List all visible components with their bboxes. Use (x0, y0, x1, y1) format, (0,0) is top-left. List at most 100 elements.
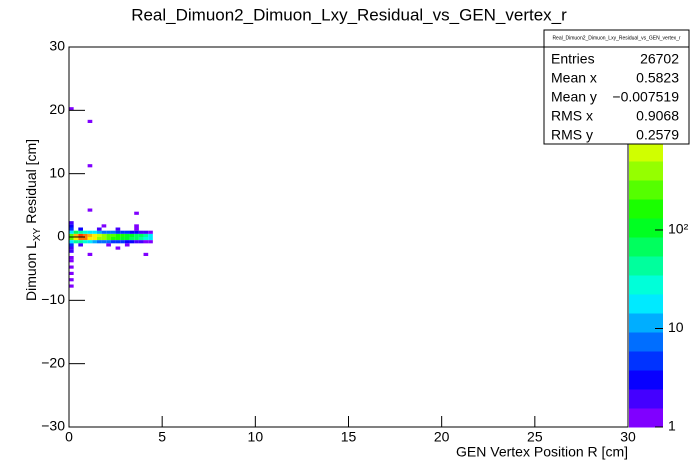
heatmap-cell (87, 208, 93, 212)
x-tick-label: 5 (158, 429, 166, 445)
heatmap-cell (124, 230, 130, 234)
x-tick-label: 30 (620, 429, 636, 445)
heatmap-cell (69, 278, 74, 282)
y-tick-label: −10 (41, 291, 65, 307)
heatmap-cell (73, 230, 79, 234)
heatmap-cell (69, 233, 74, 237)
heatmap-cell (110, 230, 116, 234)
heatmap-cell (143, 237, 149, 241)
heatmap-cell (101, 224, 107, 228)
y-axis-label: Dimuon LXY Residual [cm] (23, 139, 43, 301)
heatmap-cell (110, 240, 116, 244)
heatmap-cell (69, 259, 74, 263)
heatmap-cell (134, 230, 139, 234)
heatmap-cell (120, 237, 125, 241)
heatmap-cell (73, 233, 79, 237)
heatmap-cell (148, 230, 153, 234)
chart-title: Real_Dimuon2_Dimuon_Lxy_Residual_vs_GEN_… (131, 5, 567, 24)
heatmap-cell (82, 240, 88, 244)
heatmap-cell (115, 233, 121, 237)
heatmap-cell (148, 240, 153, 244)
x-tick-label: 15 (341, 429, 357, 445)
heatmap-cell (110, 233, 116, 237)
heatmap-cell (106, 237, 111, 241)
heatmap-cell (129, 230, 135, 234)
y-tick-label: −20 (41, 354, 65, 370)
heatmap-cell (92, 230, 97, 234)
heatmap-cell (106, 243, 111, 247)
heatmap-cell (101, 230, 107, 234)
stats-label: RMS x (551, 108, 593, 124)
stats-value: 0.9068 (636, 108, 679, 124)
heatmap-cell (115, 227, 121, 231)
heatmap-cell (134, 211, 139, 215)
heatmap-cell (69, 271, 74, 275)
heatmap-cell (73, 237, 79, 241)
heatmap-cell (115, 237, 121, 241)
heatmap-cell (101, 240, 107, 244)
colorbar-band (629, 370, 663, 390)
stats-label: Entries (551, 51, 595, 67)
heatmap-cell (106, 240, 111, 244)
stats-label: Mean y (551, 89, 597, 105)
heatmap-cell (92, 240, 97, 244)
heatmap-cell (106, 230, 111, 234)
heatmap-cell (120, 233, 125, 237)
y-label-rest: Residual [cm] (23, 139, 39, 224)
heatmap-cell (73, 240, 79, 244)
y-label-main: Dimuon L (23, 241, 39, 301)
heatmap-cell (69, 221, 74, 225)
stats-value: 26702 (640, 51, 679, 67)
heatmap-cell (110, 237, 116, 241)
heatmap-cell (78, 237, 83, 241)
y-tick-label: 0 (57, 228, 65, 244)
heatmap-cell (115, 240, 121, 244)
heatmap-cell (134, 237, 139, 241)
heatmap-cell (138, 237, 144, 241)
heatmap-cell (69, 240, 74, 244)
heatmap-cell (106, 233, 111, 237)
colorbar-band (629, 180, 663, 200)
x-tick-label: 25 (527, 429, 543, 445)
heatmap-cell (138, 233, 144, 237)
heatmap-cell (78, 240, 83, 244)
heatmap-cell (143, 240, 149, 244)
heatmap-cell (143, 233, 149, 237)
heatmap-cell (124, 243, 130, 247)
heatmap-cell (124, 240, 130, 244)
colorbar-band (629, 351, 663, 371)
heatmap-cell (69, 227, 74, 231)
heatmap-cell (129, 240, 135, 244)
y-label-sub: XY (32, 227, 43, 241)
heatmap-cell (96, 240, 102, 244)
x-tick-label: 10 (248, 429, 264, 445)
heatmap-cell (96, 227, 102, 231)
stats-box (543, 29, 690, 145)
heatmap-cell (134, 227, 139, 231)
heatmap-cell (69, 256, 74, 260)
colorbar-band (629, 237, 663, 257)
heatmap-cell (69, 243, 74, 247)
heatmap-cell (115, 230, 121, 234)
y-tick-label: 10 (49, 164, 65, 180)
heatmap-cell (138, 230, 144, 234)
heatmap-cell (101, 233, 107, 237)
heatmap-cell (143, 230, 149, 234)
colorbar-band (629, 275, 663, 295)
colorbar-band (629, 218, 663, 238)
y-tick-label: 30 (49, 38, 65, 54)
stats-label: Mean x (551, 70, 597, 86)
y-tick-label: 20 (49, 101, 65, 117)
heatmap-cell (143, 252, 149, 256)
heatmap-cell (96, 230, 102, 234)
stats-label: RMS y (551, 127, 593, 143)
z-tick-label: 10 (668, 319, 684, 335)
heatmap-cell (78, 230, 83, 234)
heatmap-cell (69, 107, 74, 111)
heatmap-cell (134, 240, 139, 244)
heatmap-cell (124, 237, 130, 241)
heatmap-cell (138, 240, 144, 244)
heatmap-cell (87, 119, 93, 123)
heatmap-cell (69, 249, 74, 253)
